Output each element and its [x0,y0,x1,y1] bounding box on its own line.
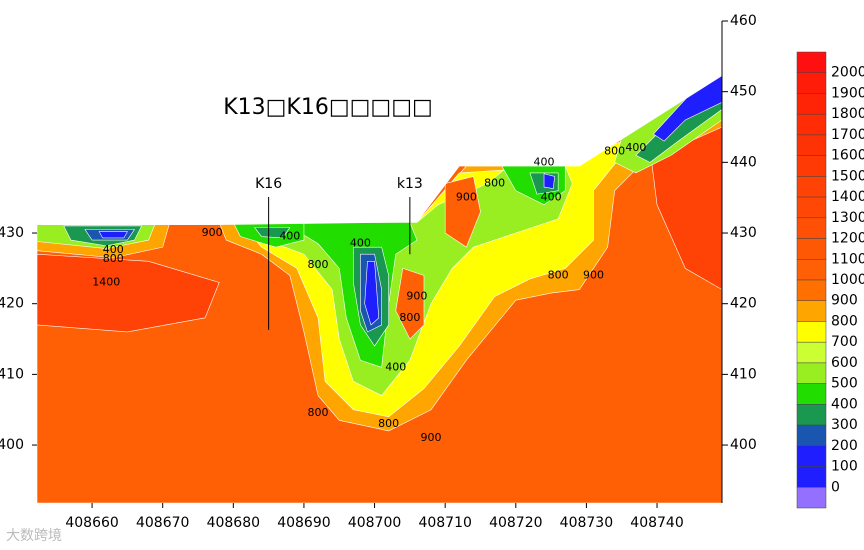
terrain-outline [37,74,723,226]
contour-label: 800 [308,406,329,419]
x-tick-label: 408720 [489,515,542,531]
colorbar-swatch [796,424,827,447]
x-tick-label: 408670 [136,515,189,531]
colorbar-swatch [796,259,827,281]
contour-label: 400 [103,243,124,256]
colorbar-swatch [796,155,827,177]
contour-label: 900 [421,431,442,444]
colorbar-swatch [796,196,827,219]
colorbar-label: 1500 [831,168,864,184]
chart-title: K13□K16□□□□□ [223,95,433,120]
x-tick-label: 408730 [560,515,613,531]
colorbar-label: 0 [831,479,840,495]
colorbar-label: 1700 [831,127,864,143]
contour-fill [37,75,722,503]
colorbar-swatch [796,176,827,198]
borehole-label: K16 [255,176,282,192]
y2-tick-label: 440 [730,154,757,170]
y2-tick-label: 400 [730,437,757,453]
colorbar-swatch [796,362,827,384]
contour-region [364,260,380,326]
contour-label: 800 [103,252,124,265]
colorbar-swatch [796,321,827,343]
contour-label: 400 [279,230,300,243]
colorbar-label: 300 [831,417,858,433]
colorbar-label: 800 [831,313,858,329]
contour-label: 800 [308,258,329,271]
contour-region [543,173,555,189]
colorbar-label: 400 [831,396,858,412]
contour-label: 900 [406,290,427,303]
contour-label: 800 [548,268,569,281]
colorbar-label: 600 [831,355,858,371]
contour-label: 400 [534,155,555,168]
contour-label: 400 [625,141,646,154]
contour-label: 400 [385,360,406,373]
watermark: 大数跨境 [6,528,62,544]
y-tick-label: 410 [0,366,24,382]
y2-tick-label: 460 [730,13,757,29]
contour-label: 1400 [92,275,120,288]
contour-region [37,253,220,333]
colorbar-swatch [796,300,827,322]
colorbar-swatch [796,383,827,405]
contour-label: 800 [484,177,505,190]
contour-region [395,267,425,340]
colorbar-swatch [796,341,827,364]
contour-region [253,227,291,239]
colorbar-label: 1300 [831,210,864,226]
x-tick-label: 408660 [65,515,118,531]
colorbar-label: 1400 [831,189,864,205]
y2-tick-label: 430 [730,225,757,241]
colorbar-label: 1100 [831,251,864,267]
y-tick-label: 420 [0,296,24,312]
x-tick-label: 408710 [418,515,471,531]
contour-label: 900 [456,191,477,204]
contour-label: 900 [583,268,604,281]
colorbar-label: 200 [831,438,858,454]
x-tick-label: 408700 [348,515,401,531]
y-tick-label: 400 [0,437,24,453]
colorbar-label: 1600 [831,148,864,164]
colorbar-label: 1800 [831,106,864,122]
colorbar-swatch [796,217,827,239]
colorbar-swatch [796,93,827,115]
colorbar-swatch [796,445,827,467]
colorbar-swatch [796,51,827,73]
contour-label: 800 [399,311,420,324]
contour-region [98,231,128,239]
contour-region [444,176,481,248]
colorbar-swatch [796,487,827,509]
colorbar-swatch [796,72,827,94]
colorbar-swatch [796,113,827,136]
colorbar-swatch [796,466,827,488]
colorbar-swatch [796,404,827,426]
colorbar-label: 1000 [831,272,864,288]
colorbar-swatch [796,238,827,260]
y-tick-label: 430 [0,225,24,241]
colorbar-label: 1200 [831,231,864,247]
colorbar-swatch [796,279,827,301]
colorbar-label: 500 [831,376,858,392]
contour-label: 400 [350,237,371,250]
borehole-label: k13 [397,176,423,192]
colorbar-label: 100 [831,459,858,475]
colorbar-label: 2000 [831,65,864,81]
contour-label: 400 [541,191,562,204]
colorbar-label: 1900 [831,85,864,101]
y2-tick-label: 450 [730,84,757,100]
contour-label: 800 [604,145,625,158]
colorbar-label: 900 [831,293,858,309]
x-tick-label: 408690 [277,515,330,531]
contour-label: 800 [378,417,399,430]
colorbar-label: 700 [831,334,858,350]
colorbar-swatch [796,134,827,156]
y2-tick-label: 410 [730,366,757,382]
x-tick-label: 408740 [630,515,683,531]
y2-tick-label: 420 [730,296,757,312]
x-tick-label: 408680 [207,515,260,531]
contour-label: 900 [202,226,223,239]
